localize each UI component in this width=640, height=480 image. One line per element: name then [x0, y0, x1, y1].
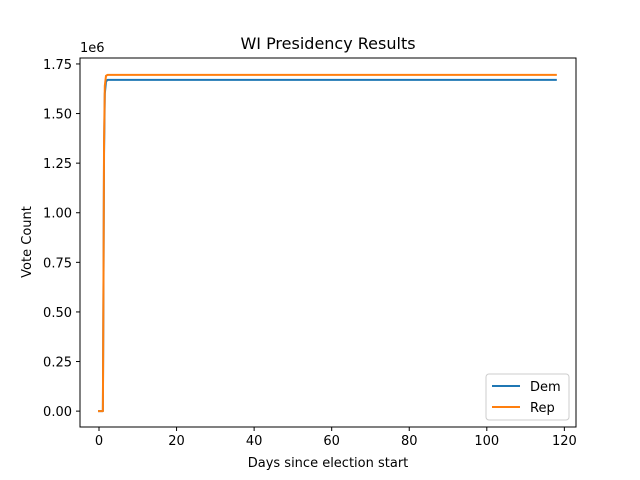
x-tick-label: 20	[168, 434, 185, 449]
y-tick-label: 1.00	[43, 207, 72, 222]
y-tick-label: 0.75	[43, 256, 72, 271]
x-tick-label: 60	[323, 434, 340, 449]
x-axis: 0 20 40 60 80 100 120	[95, 427, 577, 449]
y-tick-label: 0.25	[43, 356, 72, 371]
series-line-rep	[98, 73, 557, 413]
x-tick-label: 100	[474, 434, 499, 449]
x-tick-label: 80	[401, 434, 418, 449]
x-tick-label: 0	[95, 434, 103, 449]
y-offset-label: 1e6	[80, 41, 105, 56]
y-axis: 0.00 0.25 0.50 0.75 1.00 1.25 1.50 1.75	[43, 58, 80, 420]
x-axis-label: Days since election start	[248, 456, 409, 471]
legend-label-rep: Rep	[530, 401, 555, 416]
y-tick-label: 1.50	[43, 108, 72, 123]
legend: Dem Rep	[485, 373, 570, 421]
y-tick-label: 1.75	[43, 58, 72, 73]
chart-title: WI Presidency Results	[240, 34, 415, 53]
y-tick-label: 0.00	[43, 405, 72, 420]
series-layer	[98, 73, 557, 413]
legend-label-dem: Dem	[530, 380, 561, 395]
x-tick-label: 120	[552, 434, 577, 449]
y-tick-label: 1.25	[43, 157, 72, 172]
x-tick-label: 40	[246, 434, 263, 449]
plot-frame	[79, 57, 577, 428]
y-tick-label: 0.50	[43, 306, 72, 321]
y-axis-label: Vote Count	[20, 206, 35, 278]
